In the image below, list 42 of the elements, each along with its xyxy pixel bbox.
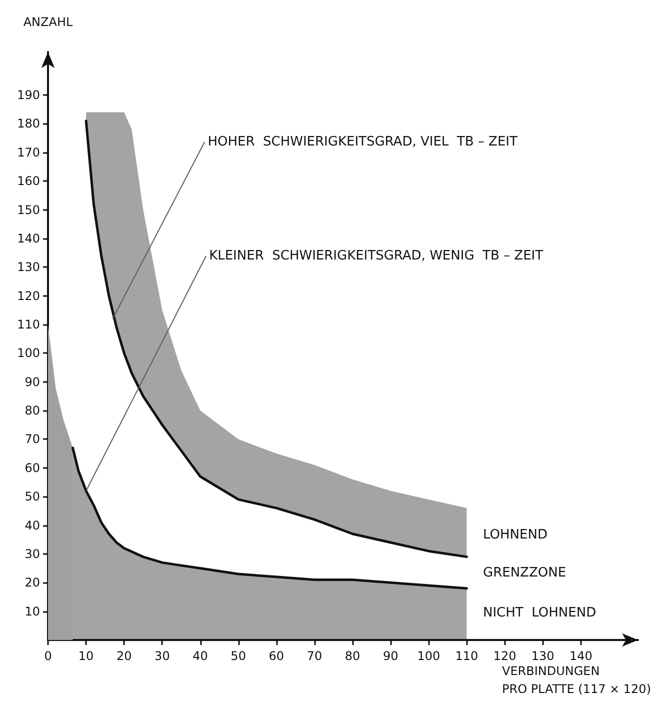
y-tick-label: 90 — [24, 374, 40, 389]
x-tick-label: 40 — [192, 649, 208, 663]
annotation: LOHNEND — [483, 528, 548, 542]
y-tick-label: 110 — [17, 317, 40, 332]
y-tick-label: 80 — [24, 404, 40, 418]
x-tick-label: 20 — [116, 649, 132, 663]
y-tick-label: 70 — [24, 432, 40, 446]
y-tick-label: 100 — [17, 346, 40, 360]
x-tick-label: 60 — [268, 649, 284, 663]
y-tick-label: 10 — [24, 604, 40, 618]
y-tick-label: 30 — [24, 546, 40, 561]
y-tick-label: 40 — [24, 518, 40, 532]
annotation: KLEINER SCHWIERIGKEITSGRAD, WENIG TB – ZEIT — [209, 248, 544, 264]
annotation: GRENZZONE — [483, 566, 566, 580]
y-tick-label: 190 — [17, 88, 40, 102]
x-tick-label: 0 — [44, 649, 52, 663]
y-tick-label: 160 — [17, 174, 40, 188]
y-tick-label: 180 — [17, 116, 40, 131]
y-tick-label: 170 — [17, 145, 40, 160]
x-tick-label: 100 — [417, 649, 440, 663]
x-tick-label: 80 — [344, 649, 360, 663]
x-tick-label: 30 — [154, 649, 170, 663]
y-axis-title: ANZAHL — [23, 15, 73, 29]
y-tick-label: 60 — [24, 460, 40, 475]
line-series — [71, 446, 468, 590]
annotation: NICHT LOHNEND — [483, 606, 596, 620]
y-tick-label: 140 — [17, 231, 40, 246]
x-tick-label: 130 — [531, 649, 554, 663]
x-axis-title: VERBINDUNGEN PRO PLATTE (117 × 120) — [502, 664, 652, 696]
y-tick-label: 130 — [17, 260, 40, 274]
x-tick-label: 10 — [78, 649, 94, 663]
x-tick-label: 140 — [569, 649, 592, 663]
x-tick-label: 50 — [230, 649, 246, 663]
y-tick-label: 20 — [24, 576, 40, 590]
y-tick-label: 50 — [24, 490, 40, 504]
annotation: HOHER SCHWIERIGKEITSGRAD, VIEL TB – ZEIT — [208, 134, 518, 150]
x-tick-label: 90 — [382, 649, 398, 663]
x-tick-label: 70 — [306, 649, 322, 663]
y-tick-label: 120 — [17, 288, 40, 303]
x-tick-label: 110 — [455, 649, 478, 663]
x-tick-label: 120 — [493, 649, 516, 663]
y-tick-label: 150 — [17, 202, 40, 217]
